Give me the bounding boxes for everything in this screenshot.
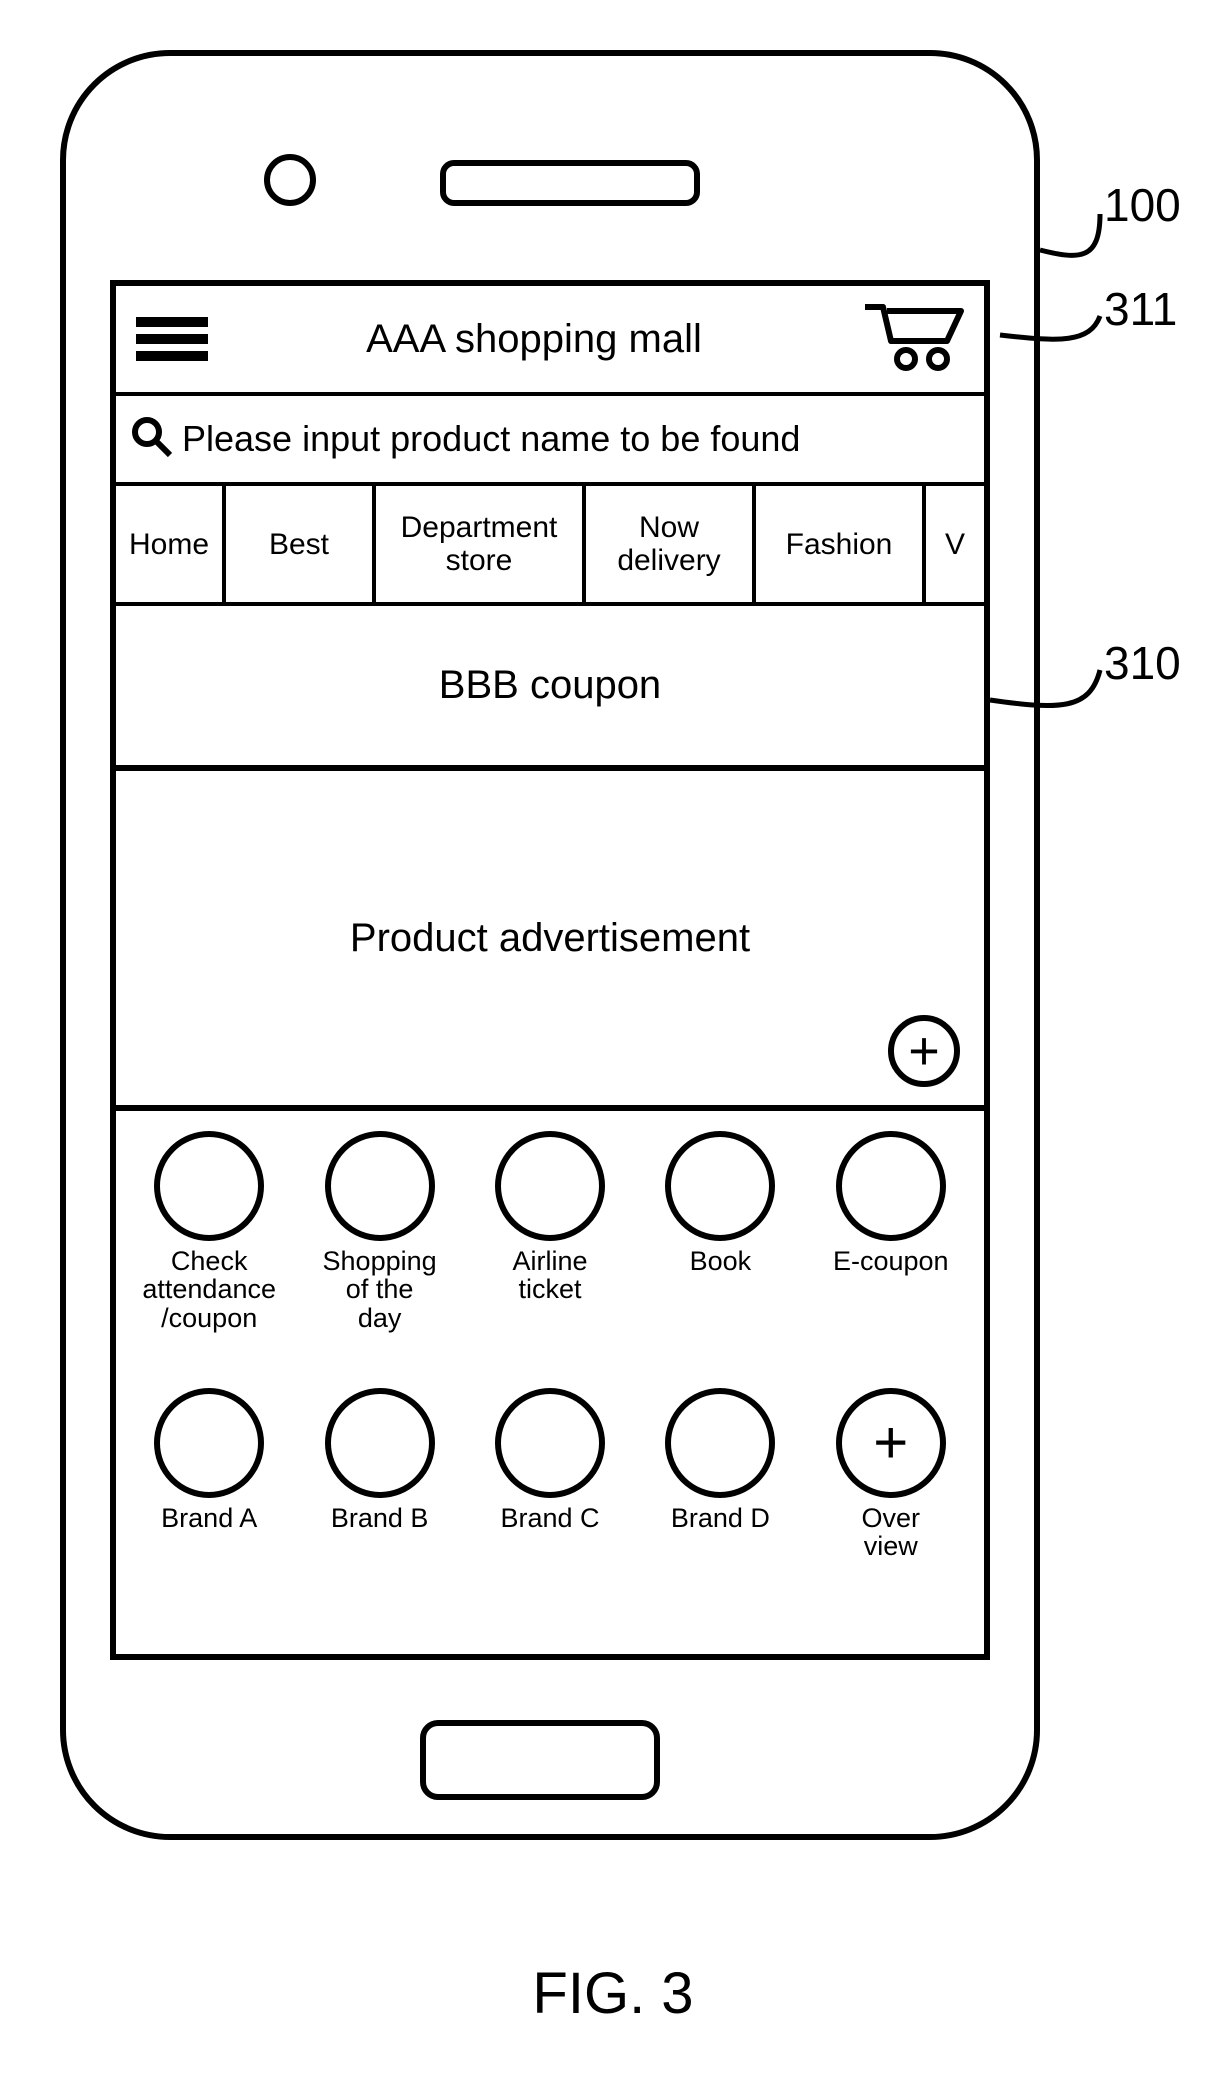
callout-100: 100 <box>1104 178 1181 232</box>
callout-leads <box>0 0 1226 2084</box>
callout-310: 310 <box>1104 636 1181 690</box>
callout-311: 311 <box>1104 282 1177 336</box>
figure-caption: FIG. 3 <box>0 1960 1226 2027</box>
